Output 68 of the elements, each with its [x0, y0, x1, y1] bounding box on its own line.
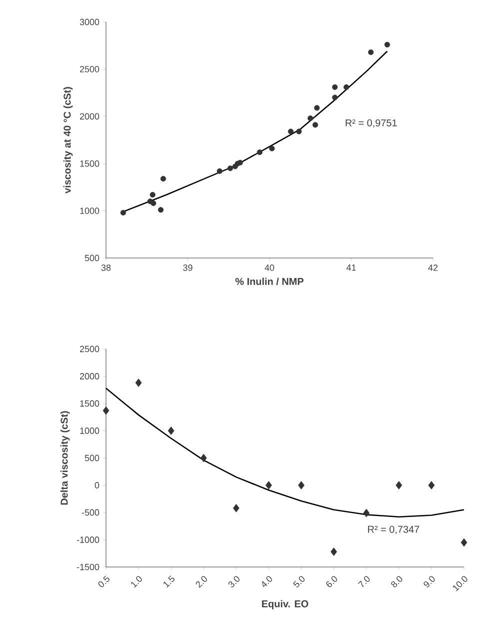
- point: [308, 115, 314, 122]
- point: [158, 207, 164, 213]
- y-tick-label: 0: [94, 482, 100, 488]
- x-tick-label: 1.0: [131, 576, 142, 588]
- y-tick-label: 3000: [80, 18, 100, 26]
- x-tick-label: 8.0: [391, 576, 402, 588]
- point: [266, 481, 272, 490]
- x-tick-label: 6.0: [326, 576, 338, 588]
- annotation: R² = 0,7347: [368, 526, 420, 534]
- point: [298, 481, 304, 490]
- y-tick-label: -1500: [76, 564, 100, 570]
- y-axis-title: Delta viscosity (cSt): [60, 411, 70, 505]
- y-tick-label: 1000: [80, 208, 100, 214]
- annotation: R² = 0,9751: [346, 119, 397, 128]
- y-tick-label: -500: [82, 509, 100, 516]
- point: [160, 176, 166, 182]
- y-tick-label: 2000: [80, 113, 100, 120]
- point: [150, 192, 156, 198]
- point: [344, 84, 350, 90]
- x-tick-label: 40: [264, 264, 274, 271]
- point: [396, 481, 402, 490]
- y-tick-label: 1000: [80, 428, 100, 434]
- point: [312, 122, 318, 128]
- y-axis-title: viscosity at 40 °C (cSt): [63, 87, 73, 194]
- point: [384, 42, 390, 48]
- x-tick-label: 4.0: [262, 576, 272, 588]
- point: [135, 378, 142, 387]
- point: [332, 84, 338, 90]
- point: [232, 504, 240, 512]
- point: [168, 426, 174, 435]
- point: [332, 94, 338, 100]
- x-axis-title: Equiv. EO: [262, 600, 308, 610]
- y-tick-label: 1500: [80, 400, 100, 407]
- point: [288, 128, 294, 134]
- point: [216, 168, 222, 174]
- point: [296, 128, 302, 134]
- x-tick-label: 42: [428, 264, 438, 271]
- y-tick-label: -1000: [76, 536, 100, 543]
- point: [256, 149, 262, 156]
- y-tick-label: 500: [84, 454, 100, 462]
- x-tick-label: 9.0: [424, 576, 435, 588]
- point: [363, 508, 370, 518]
- x-tick-label: 0.5: [98, 576, 110, 588]
- y-tick-label: 2500: [80, 66, 100, 72]
- point: [460, 538, 468, 547]
- x-axis-title: % Inulin / NMP: [235, 278, 304, 286]
- point: [102, 406, 110, 415]
- point: [314, 105, 320, 111]
- point: [330, 548, 338, 556]
- y-tick-label: 2000: [80, 373, 100, 380]
- point: [368, 49, 374, 55]
- point: [150, 200, 156, 206]
- point: [120, 210, 126, 216]
- x-tick-label: 2.0: [196, 576, 207, 588]
- x-tick-label: 3.0: [228, 576, 240, 588]
- point: [428, 481, 435, 490]
- x-tick-label: 7.0: [358, 576, 370, 588]
- x-tick-label: 39: [183, 264, 192, 271]
- y-tick-label: 500: [84, 254, 100, 262]
- x-tick-label: 38: [101, 264, 111, 271]
- x-tick-label: 41: [346, 264, 356, 271]
- x-tick-label: 5.0: [293, 576, 305, 588]
- point: [269, 146, 275, 152]
- point: [227, 166, 234, 172]
- y-tick-label: 2500: [80, 346, 100, 352]
- x-tick-label: 1.5: [164, 576, 174, 588]
- y-tick-label: 1500: [80, 160, 100, 167]
- point: [200, 454, 207, 462]
